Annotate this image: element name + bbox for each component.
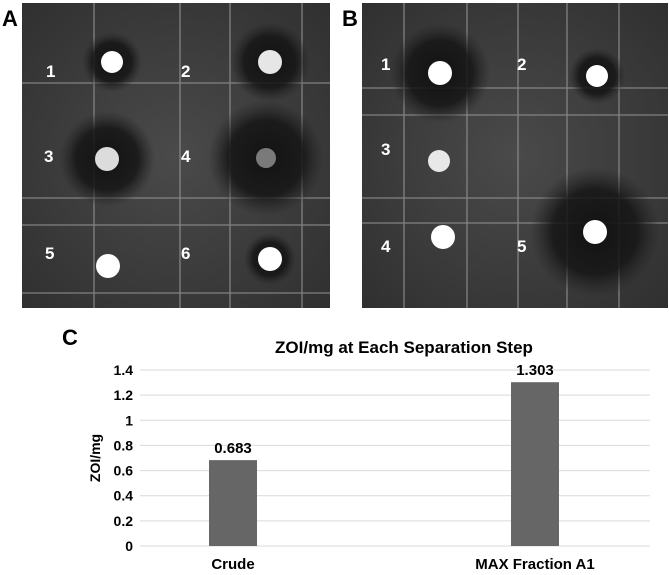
paper-disc: [586, 65, 608, 87]
y-tick-label: 1.4: [114, 362, 134, 378]
chart-title: ZOI/mg at Each Separation Step: [275, 338, 533, 357]
plate-a-image: 1 2 3 4 5 6: [22, 3, 330, 308]
well-label: 5: [45, 244, 54, 263]
panel-label-c: C: [62, 325, 78, 350]
well-label: 1: [46, 62, 55, 81]
paper-disc: [95, 147, 119, 171]
well-label: 4: [181, 147, 191, 166]
well-label: 3: [381, 140, 390, 159]
y-tick-label: 0.6: [114, 463, 134, 479]
data-label: 0.683: [214, 440, 252, 457]
well-label: 6: [181, 244, 190, 263]
well-label: 2: [181, 62, 190, 81]
well-label: 3: [44, 147, 53, 166]
bar-chart: ZOI/mg at Each Separation Step 0 0.2 0.4 0.6…: [87, 338, 650, 573]
agar-plate-a: 1 2 3 4 5 6: [22, 3, 330, 308]
y-tick-label: 0.2: [114, 513, 134, 529]
paper-disc: [431, 225, 455, 249]
y-axis-label: ZOI/mg: [87, 434, 103, 482]
paper-disc: [428, 150, 450, 172]
well-label: 5: [517, 237, 526, 256]
y-tick-label: 0.4: [114, 488, 134, 504]
panel-label-a: A: [2, 6, 18, 31]
bar: [209, 460, 257, 546]
paper-disc: [101, 51, 123, 73]
paper-disc: [428, 61, 452, 85]
paper-disc: [258, 50, 282, 74]
y-tick-label: 0: [125, 538, 133, 554]
paper-disc: [258, 247, 282, 271]
paper-disc: [256, 148, 276, 168]
well-label: 2: [517, 55, 526, 74]
y-tick-label: 0.8: [114, 437, 134, 453]
well-label: 1: [381, 55, 390, 74]
plate-b-image: 1 2 3 4 5: [362, 3, 668, 308]
bar: [511, 382, 559, 546]
y-tick-label: 1.2: [114, 387, 134, 403]
data-label: 1.303: [516, 362, 554, 379]
well-label: 4: [381, 237, 391, 256]
agar-plate-b: 1 2 3 4 5: [362, 3, 668, 308]
paper-disc: [96, 254, 120, 278]
panel-label-b: B: [342, 6, 358, 31]
y-tick-label: 1: [125, 412, 133, 428]
x-tick-label: Crude: [211, 556, 254, 573]
x-tick-label: MAX Fraction A1: [475, 556, 594, 573]
paper-disc: [583, 220, 607, 244]
